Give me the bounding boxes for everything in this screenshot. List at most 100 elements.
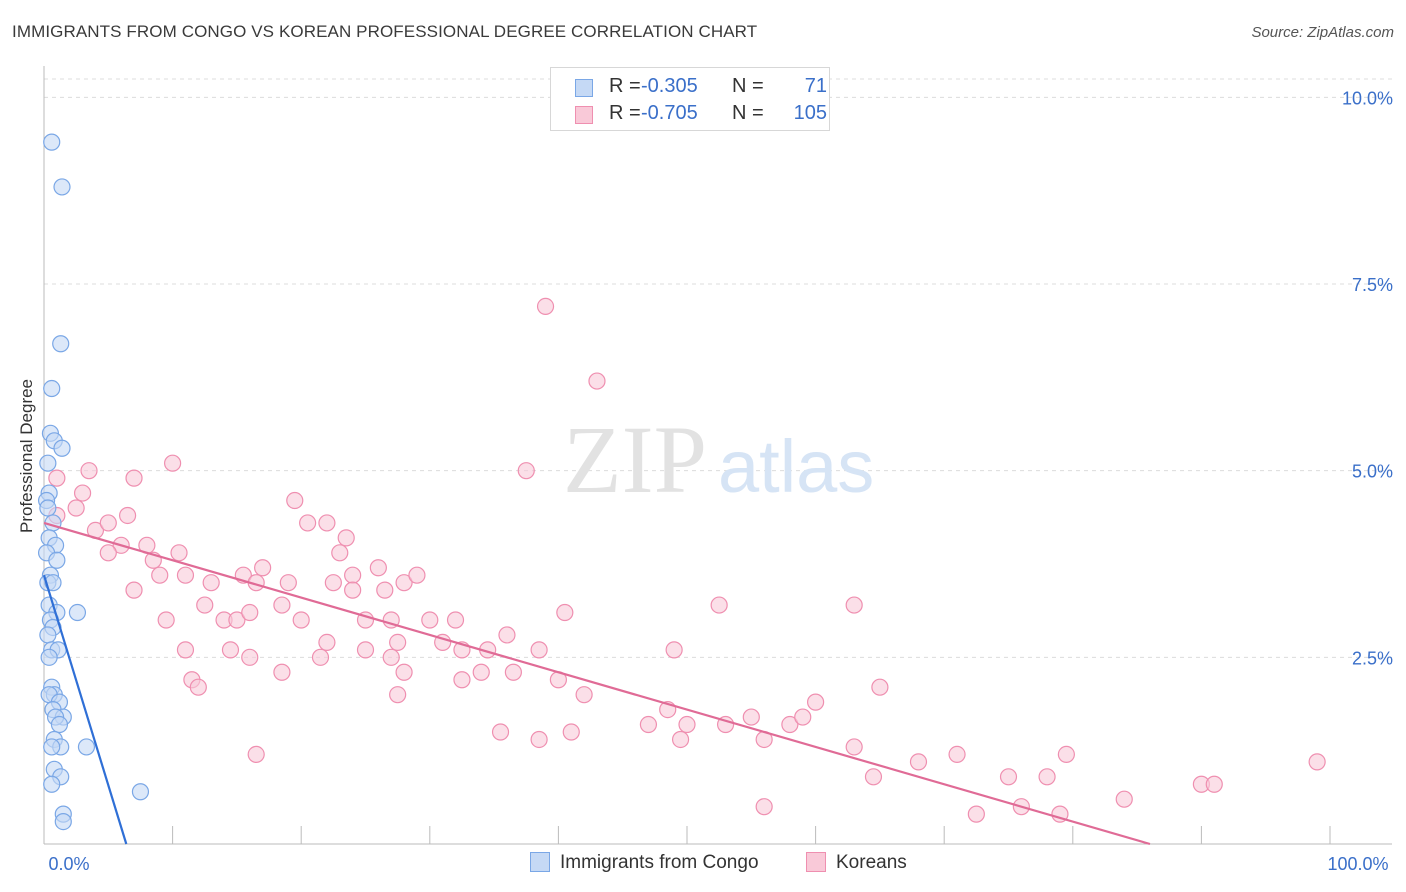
n-value: 71 <box>804 75 827 97</box>
congo-point <box>131 783 150 801</box>
korean-point <box>99 544 117 562</box>
korean-point <box>806 693 825 711</box>
r-label: R = <box>609 102 641 124</box>
congo-point <box>43 379 61 398</box>
korean-point <box>344 581 362 599</box>
korean-point <box>48 469 66 487</box>
congo-point <box>39 499 57 517</box>
r-label: R = <box>609 75 641 97</box>
congo-point <box>54 812 72 831</box>
korean-point <box>247 745 265 764</box>
korean-point <box>742 708 760 726</box>
korean-point <box>241 648 259 666</box>
correlation-legend: R = -0.305 N = 71 R = -0.705 N = 105 <box>550 67 830 131</box>
korean-point <box>228 611 246 629</box>
chart-title: IMMIGRANTS FROM CONGO VS KOREAN PROFESSI… <box>12 22 758 41</box>
korean-point <box>517 462 535 480</box>
korean-point <box>491 723 510 741</box>
congo-trend-line <box>42 574 128 845</box>
korean-point <box>279 574 297 592</box>
korean-point <box>202 574 220 592</box>
korean-point <box>1115 790 1133 808</box>
congo-point <box>77 738 96 756</box>
congo-point <box>39 454 57 472</box>
korean-point <box>67 499 85 517</box>
korean-point <box>498 626 516 644</box>
korean-point <box>324 574 342 592</box>
korean-point <box>530 641 548 659</box>
korean-point <box>286 491 304 510</box>
congo-point <box>68 603 87 622</box>
korean-point <box>794 708 812 726</box>
legend-swatch-congo <box>575 79 593 97</box>
korean-point <box>472 663 490 681</box>
korean-point <box>665 641 683 659</box>
korean-point <box>845 738 863 756</box>
korean-point <box>575 686 593 704</box>
korean-point <box>967 805 985 823</box>
korean-point <box>678 715 696 734</box>
y-tick-label: 7.5% <box>1352 275 1393 295</box>
trend-lines <box>42 521 1151 846</box>
korean-point <box>504 663 522 681</box>
korean-point <box>395 663 413 681</box>
r-value: -0.705 <box>641 102 698 124</box>
congo-point <box>43 738 61 756</box>
congo-point <box>44 574 62 592</box>
korean-point <box>1057 745 1075 764</box>
bottom-legend-swatch-koreans <box>806 852 826 872</box>
congo-point <box>48 551 66 569</box>
korean-point <box>530 730 548 749</box>
series-congo <box>37 133 150 831</box>
korean-point <box>421 611 439 629</box>
korean-point <box>125 469 143 487</box>
korean-point <box>395 574 413 592</box>
watermark: ZIP atlas <box>563 406 874 513</box>
korean-point <box>189 678 207 696</box>
korean-point <box>871 678 889 696</box>
korean-point <box>273 663 291 681</box>
korean-point <box>781 715 799 734</box>
watermark-atlas: atlas <box>718 425 874 508</box>
congo-point <box>53 439 71 457</box>
korean-point <box>453 671 471 689</box>
korean-point <box>221 641 240 659</box>
korean-point <box>710 596 728 614</box>
korean-point <box>389 686 407 704</box>
korean-point <box>176 641 195 659</box>
congo-point <box>43 775 61 793</box>
korean-point <box>318 514 336 532</box>
korean-point <box>170 544 188 562</box>
korean-point <box>1038 768 1056 786</box>
x-tick-label: 100.0% <box>1327 854 1388 874</box>
korean-point <box>99 514 117 532</box>
bottom-legend-congo[interactable]: Immigrants from Congo <box>530 852 759 874</box>
bottom-legend-koreans[interactable]: Koreans <box>806 852 907 874</box>
korean-point <box>157 611 175 629</box>
korean-point <box>254 559 272 577</box>
korean-point <box>125 581 143 599</box>
y-tick-label: 2.5% <box>1352 648 1393 668</box>
y-tick-label: 5.0% <box>1352 462 1393 482</box>
y-tick-label: 10.0% <box>1342 88 1393 108</box>
congo-point <box>40 648 58 666</box>
korean-point <box>755 798 773 816</box>
korean-point <box>356 641 375 659</box>
axes: 2.5% 5.0% 7.5% 10.0% 0.0% 100.0% <box>43 66 1393 874</box>
n-label: N = <box>732 75 764 97</box>
korean-point <box>164 454 182 472</box>
r-value: -0.305 <box>641 75 698 97</box>
korean-point <box>73 484 92 502</box>
korean-point <box>446 611 465 629</box>
korean-point <box>376 581 394 599</box>
series-koreans <box>48 297 1326 823</box>
korean-point <box>389 633 407 652</box>
congo-point <box>52 335 70 353</box>
x-tick-label: 0.0% <box>48 854 89 874</box>
korean-point <box>292 611 310 629</box>
legend-swatch-koreans <box>575 106 593 124</box>
korean-point <box>639 715 658 734</box>
korean-point <box>176 566 195 584</box>
korean-point <box>999 768 1018 786</box>
